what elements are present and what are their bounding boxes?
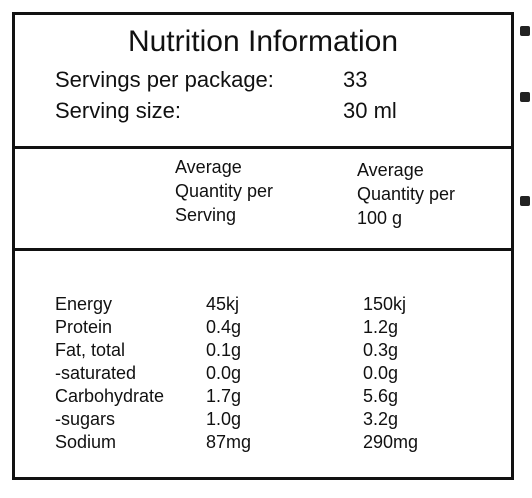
per-100g-value: 290mg	[363, 432, 419, 452]
nutrient-name: Fat, total	[55, 340, 126, 360]
nutrient-rows: Energy 45kj 150kj Protein 0.4g 1.2g Fat, total…	[15, 251, 511, 477]
per-serving-value: 0.1g	[206, 340, 242, 360]
divider-bottom	[15, 248, 511, 251]
nutrient-name: Energy	[55, 294, 113, 314]
nutrient-name: -saturated	[55, 363, 137, 383]
per-100g-value: 1.2g	[363, 317, 399, 337]
servings-per-package-value: 33	[343, 67, 368, 92]
per-serving-value: 45kj	[206, 294, 240, 314]
panel-title: Nutrition Information	[127, 25, 399, 58]
column-header-per-serving: Average Quantity per Serving	[175, 157, 274, 225]
nutrition-panel: Nutrition Information Servings per packa…	[12, 12, 514, 480]
per-100g-value: 150kj	[363, 294, 407, 314]
column-headers: Average Quantity per Serving Average Quanti…	[15, 149, 511, 248]
per-100g-value: 3.2g	[363, 409, 399, 429]
divider-top	[15, 146, 511, 149]
nutrient-name: Sodium	[55, 432, 117, 452]
nutrient-name: -sugars	[55, 409, 116, 429]
nutrient-name: Carbohydrate	[55, 386, 165, 406]
per-serving-value: 0.0g	[206, 363, 242, 383]
per-100g-value: 5.6g	[363, 386, 399, 406]
per-serving-value: 87mg	[206, 432, 252, 452]
per-serving-value: 1.0g	[206, 409, 242, 429]
column-header-per-100g: Average Quantity per 100 g	[357, 160, 456, 228]
edge-mark	[520, 92, 530, 102]
per-serving-value: 0.4g	[206, 317, 242, 337]
panel-header: Nutrition Information Servings per packa…	[15, 15, 511, 146]
per-100g-value: 0.0g	[363, 363, 399, 383]
edge-mark	[520, 196, 530, 206]
serving-size-label: Serving size:	[55, 98, 181, 123]
servings-per-package-label: Servings per package:	[55, 67, 274, 92]
serving-size-value: 30 ml	[343, 98, 397, 123]
edge-mark	[520, 26, 530, 36]
per-100g-value: 0.3g	[363, 340, 399, 360]
serving-size-row: Serving size: 30 ml	[55, 98, 397, 124]
nutrient-name: Protein	[55, 317, 113, 337]
per-serving-value: 1.7g	[206, 386, 242, 406]
servings-per-package-row: Servings per package: 33	[55, 67, 367, 93]
